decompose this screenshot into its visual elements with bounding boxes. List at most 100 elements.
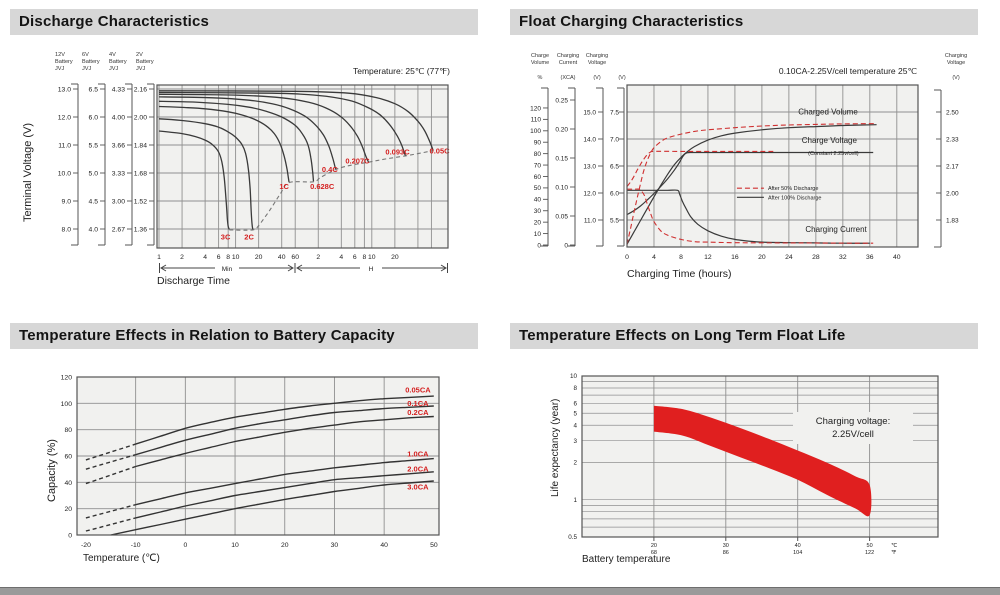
svg-text:104: 104 [793,550,802,556]
svg-text:8: 8 [362,254,366,261]
svg-text:1.83: 1.83 [946,217,959,224]
svg-text:Charge: Charge [531,53,549,59]
svg-text:Volume: Volume [531,60,549,66]
svg-text:0: 0 [564,242,568,249]
svg-text:Battery temperature: Battery temperature [582,554,671,565]
svg-text:1: 1 [573,497,577,504]
svg-text:6: 6 [573,401,577,408]
svg-text:40: 40 [278,254,286,261]
svg-text:0.10: 0.10 [555,184,568,191]
svg-text:0.25: 0.25 [555,97,568,104]
svg-text:12.0: 12.0 [583,190,596,197]
svg-text:2.33: 2.33 [946,136,959,143]
svg-text:24: 24 [785,254,793,261]
svg-text:122: 122 [865,550,874,556]
svg-text:0.05: 0.05 [555,213,568,220]
svg-text:20: 20 [64,506,72,513]
svg-text:13.0: 13.0 [58,87,71,94]
svg-text:0: 0 [625,254,629,261]
svg-text:4: 4 [573,422,577,429]
svg-text:10.0: 10.0 [58,171,71,178]
svg-text:(V): (V) [952,75,960,81]
svg-text:12: 12 [704,254,712,261]
svg-text:Temperature: 25℃ (77℉): Temperature: 25℃ (77℉) [353,66,450,76]
svg-text:2.67: 2.67 [112,227,125,234]
svg-text:4.33: 4.33 [112,87,125,94]
float-life-chart: Charging voltage:2.25V/cell1086543210.52… [550,373,939,565]
svg-text:Battery: Battery [82,59,100,65]
svg-text:Battery: Battery [109,59,127,65]
svg-text:12V: 12V [55,52,65,58]
svg-text:Capacity (%): Capacity (%) [46,439,58,502]
svg-text:80: 80 [64,427,72,434]
svg-text:2.16: 2.16 [134,87,147,94]
svg-text:6: 6 [217,254,221,261]
svg-text:6.5: 6.5 [610,163,619,170]
svg-text:Charging Current: Charging Current [805,225,867,234]
svg-text:3C: 3C [221,233,231,242]
svg-text:Min: Min [222,266,233,273]
svg-text:28: 28 [812,254,820,261]
svg-text:After 100% Discharge: After 100% Discharge [768,195,822,201]
svg-text:15.0: 15.0 [583,109,596,116]
svg-text:6.5: 6.5 [89,87,99,94]
svg-text:JVJ: JVJ [55,66,65,72]
svg-text:7.5: 7.5 [610,109,619,116]
svg-text:Charge Voltage: Charge Voltage [802,136,858,145]
float-life-title-bar: Temperature Effects on Long Term Float L… [510,323,978,349]
svg-text:4: 4 [652,254,656,261]
svg-text:10: 10 [232,254,240,261]
svg-text:16: 16 [731,254,739,261]
svg-text:50: 50 [430,542,438,549]
svg-text:2C: 2C [244,233,254,242]
svg-text:9.0: 9.0 [62,199,72,206]
svg-text:8: 8 [573,385,577,392]
svg-text:Temperature (℃): Temperature (℃) [83,553,160,564]
svg-text:Voltage: Voltage [588,60,606,66]
svg-text:0.05CA: 0.05CA [405,386,431,395]
discharge-section: Discharge Characteristics 3C 2C 1C 0.628C 0.… [0,0,500,297]
svg-text:℉: ℉ [891,550,897,556]
svg-text:60: 60 [534,174,542,181]
svg-text:Charging: Charging [586,53,608,59]
capacity-temperature-title-bar: Temperature Effects in Relation to Batte… [10,323,478,349]
next-section-edge [0,587,1000,595]
svg-text:3.66: 3.66 [112,143,125,150]
svg-text:(V): (V) [618,75,626,81]
svg-text:℃: ℃ [891,543,898,549]
svg-text:5: 5 [573,410,577,417]
svg-text:110: 110 [531,117,542,124]
svg-text:60: 60 [64,453,72,460]
float-life-section: Temperature Effects on Long Term Float L… [500,297,1000,595]
svg-text:6.0: 6.0 [89,115,99,122]
svg-text:Charging: Charging [557,53,579,59]
svg-text:4: 4 [339,254,343,261]
svg-text:11.0: 11.0 [58,143,71,150]
svg-text:(XCA): (XCA) [561,75,576,81]
svg-text:1.84: 1.84 [134,143,147,150]
svg-text:20: 20 [651,543,657,549]
svg-text:%: % [538,75,543,81]
svg-text:1.0CA: 1.0CA [407,450,429,459]
svg-text:11.0: 11.0 [584,217,597,224]
svg-text:-20: -20 [81,542,91,549]
svg-text:0.4C: 0.4C [322,165,338,174]
svg-text:6V: 6V [82,52,89,58]
svg-text:Discharge Time: Discharge Time [157,275,230,287]
svg-text:1C: 1C [279,182,289,191]
svg-text:40: 40 [534,197,542,204]
svg-text:Charged Volume: Charged Volume [798,108,858,117]
svg-text:20: 20 [255,254,263,261]
svg-text:1: 1 [157,254,161,261]
svg-text:3.00: 3.00 [112,199,125,206]
svg-text:50: 50 [867,543,873,549]
svg-text:8.0: 8.0 [62,227,72,234]
svg-text:2.00: 2.00 [134,115,147,122]
svg-text:2.17: 2.17 [946,163,959,170]
svg-text:20: 20 [281,542,289,549]
svg-text:120: 120 [530,105,541,112]
svg-text:20: 20 [758,254,766,261]
svg-text:0.05C: 0.05C [430,146,451,155]
